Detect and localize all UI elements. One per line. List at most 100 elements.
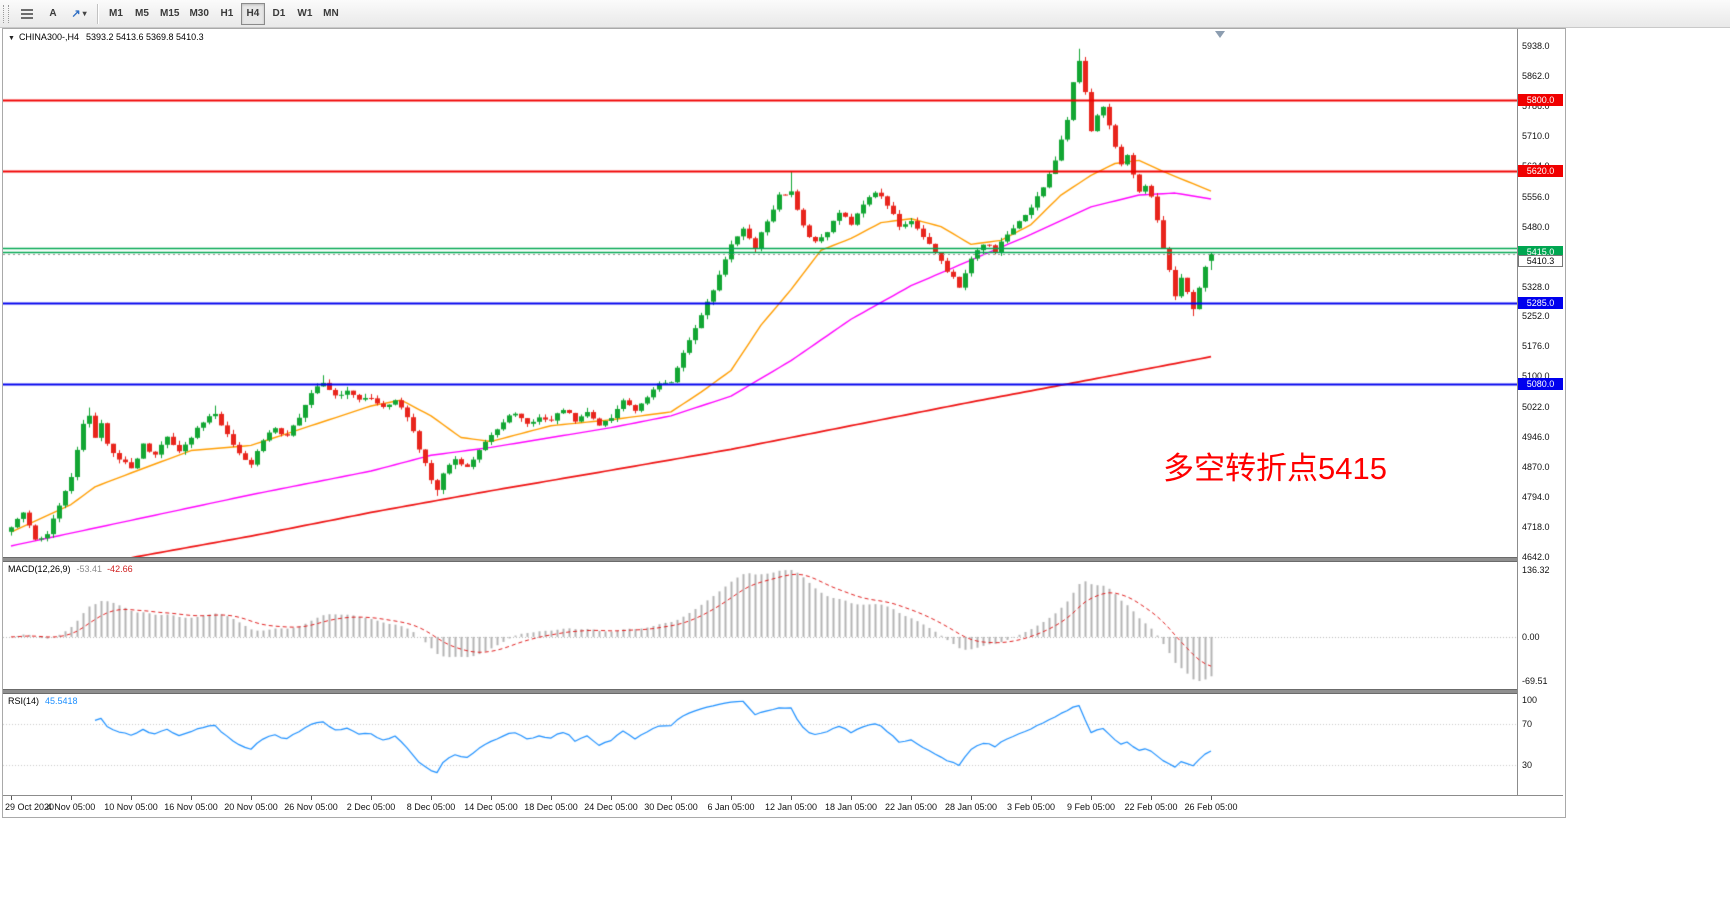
time-tick (311, 796, 312, 800)
price-axis[interactable]: 5938.05862.05786.05710.05634.05556.05480… (1518, 29, 1563, 795)
time-label: 26 Nov 05:00 (284, 802, 338, 812)
price-tick-label: 4642.0 (1522, 552, 1550, 562)
macd-label: MACD(12,26,9) -53.41 -42.66 (8, 564, 133, 574)
time-label: 20 Nov 05:00 (224, 802, 278, 812)
time-tick (491, 796, 492, 800)
price-tick-label: 5862.0 (1522, 70, 1550, 81)
macd-value-signal: -42.66 (107, 564, 133, 574)
macd-name: MACD(12,26,9) (8, 564, 71, 574)
macd-scale-max: 136.32 (1522, 565, 1550, 575)
chart-list-button[interactable] (15, 3, 39, 25)
macd-canvas[interactable] (3, 562, 1517, 689)
time-tick (851, 796, 852, 800)
time-tick (191, 796, 192, 800)
time-tick (1031, 796, 1032, 800)
time-label: 16 Nov 05:00 (164, 802, 218, 812)
arrow-tools-button[interactable]: ↗ ▾ (67, 3, 91, 25)
price-tick-label: 5252.0 (1522, 311, 1550, 322)
time-label: 22 Feb 05:00 (1124, 802, 1178, 812)
rsi-canvas[interactable] (3, 694, 1517, 795)
text-tool-button[interactable]: A (41, 3, 65, 25)
rsi-value: 45.5418 (45, 696, 78, 706)
time-tick (371, 796, 372, 800)
time-tick (1211, 796, 1212, 800)
time-tick (1091, 796, 1092, 800)
timeframe-toolbar: M1 M5 M15 M30 H1 H4 D1 W1 MN (103, 2, 344, 25)
timeframe-m15-button[interactable]: M15 (156, 3, 183, 25)
time-label: 22 Jan 05:00 (884, 802, 938, 812)
time-tick (431, 796, 432, 800)
rsi-scale-label: 30 (1522, 759, 1533, 770)
timeframe-w1-button[interactable]: W1 (293, 3, 317, 25)
time-tick (671, 796, 672, 800)
toolbar: A ↗ ▾ M1 M5 M15 M30 H1 H4 D1 W1 MN (0, 0, 1730, 28)
arrow-icon: ↗ (71, 8, 81, 20)
chart-symbol-timeframe: CHINA300-,H4 (18, 32, 79, 42)
time-label: 3 Feb 05:00 (1006, 802, 1056, 812)
time-tick (1151, 796, 1152, 800)
time-label: 28 Jan 05:00 (944, 802, 998, 812)
timeframe-m5-button[interactable]: M5 (130, 3, 154, 25)
timeframe-mn-button[interactable]: MN (319, 3, 343, 25)
time-label: 10 Nov 05:00 (104, 802, 158, 812)
time-label: 14 Dec 05:00 (464, 802, 518, 812)
time-label: 8 Dec 05:00 (406, 802, 456, 812)
panel-splitter[interactable] (3, 557, 1563, 562)
price-tick-label: 5710.0 (1522, 130, 1550, 141)
macd-panel: MACD(12,26,9) -53.41 -42.66 (3, 562, 1517, 689)
macd-value-main: -53.41 (76, 564, 103, 574)
time-label: 29 Oct 2020 (5, 802, 55, 812)
panel-splitter[interactable] (3, 689, 1563, 694)
time-label: 9 Feb 05:00 (1066, 802, 1116, 812)
price-tick-label: 5938.0 (1522, 41, 1550, 51)
time-label: 18 Dec 05:00 (524, 802, 578, 812)
price-chart-canvas[interactable] (3, 29, 1517, 557)
time-label: 6 Jan 05:00 (707, 802, 755, 812)
time-tick (11, 796, 12, 800)
price-level-tag: 5080.0 (1518, 378, 1563, 391)
toolbar-gripper (3, 4, 9, 23)
price-tick-label: 5022.0 (1522, 402, 1550, 413)
time-tick (251, 796, 252, 800)
chart-title: ▼ CHINA300-,H4 5393.2 5413.6 5369.8 5410.3 (8, 32, 204, 42)
timeframe-m30-button[interactable]: M30 (185, 3, 212, 25)
chart-menu-icon: ▼ (8, 35, 15, 42)
timeframe-d1-button[interactable]: D1 (267, 3, 291, 25)
time-tick (131, 796, 132, 800)
rsi-label: RSI(14) 45.5418 (8, 696, 78, 706)
price-tick-label: 5328.0 (1522, 281, 1550, 292)
price-level-tag: 5800.0 (1518, 94, 1563, 107)
time-tick (551, 796, 552, 800)
time-axis[interactable]: 29 Oct 2020 4 Nov 05:00 10 Nov 05:00 16 Nov… (3, 795, 1563, 816)
price-tick-label: 4718.0 (1522, 522, 1550, 533)
price-tick-label: 5480.0 (1522, 221, 1550, 232)
list-icon (21, 8, 33, 19)
timeframe-m1-button[interactable]: M1 (104, 3, 128, 25)
time-label: 12 Jan 05:00 (764, 802, 818, 812)
time-tick (911, 796, 912, 800)
timeframe-h4-button[interactable]: H4 (240, 2, 265, 25)
dropdown-caret-icon: ▾ (82, 9, 87, 18)
time-label: 2 Dec 05:00 (346, 802, 396, 812)
toolbar-separator (97, 3, 98, 24)
time-tick (731, 796, 732, 800)
macd-scale-zero: 0.00 (1522, 631, 1540, 642)
rsi-panel: RSI(14) 45.5418 (3, 694, 1517, 795)
timeframe-h1-button[interactable]: H1 (215, 3, 239, 25)
price-tick-label: 4870.0 (1522, 462, 1550, 473)
main-chart-panel: ▼ CHINA300-,H4 5393.2 5413.6 5369.8 5410.3… (3, 29, 1517, 557)
chart-ohlc: 5393.2 5413.6 5369.8 5410.3 (85, 32, 204, 42)
chart-annotation[interactable]: 多空转折点5415 (1163, 451, 1387, 486)
time-label: 24 Dec 05:00 (584, 802, 638, 812)
price-tick-label: 5556.0 (1522, 191, 1550, 202)
rsi-scale-label: 100 (1522, 695, 1538, 705)
time-tick (791, 796, 792, 800)
rsi-scale-label: 70 (1522, 719, 1533, 730)
price-tick-label: 4794.0 (1522, 492, 1550, 503)
price-tick-label: 4946.0 (1522, 432, 1550, 443)
current-price-tag: 5410.3 (1518, 255, 1563, 268)
price-level-tag: 5620.0 (1518, 165, 1563, 178)
text-tool-label: A (49, 8, 57, 19)
chart-shift-marker[interactable] (1215, 31, 1225, 38)
chart-window: ▼ CHINA300-,H4 5393.2 5413.6 5369.8 5410.3… (2, 28, 1566, 818)
